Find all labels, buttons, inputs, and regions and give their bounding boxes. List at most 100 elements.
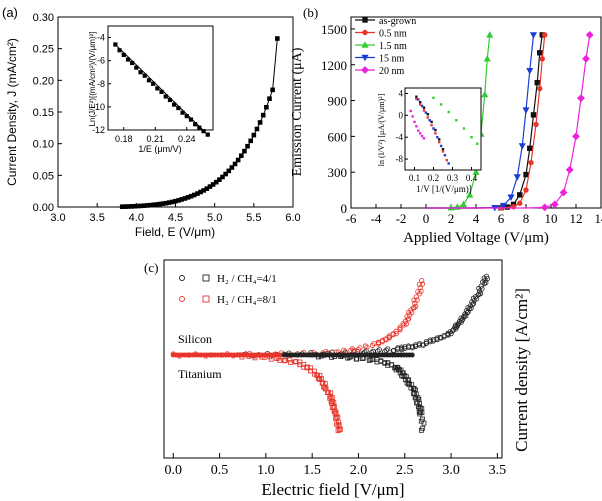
panel-a-inset-point: [205, 132, 210, 137]
panel-b-inset-point: [447, 162, 450, 165]
panel-a-inset-point: [138, 70, 143, 75]
panel-c-point: [385, 346, 391, 352]
panel-c-point: [413, 294, 419, 300]
panel-b-inset-point: [420, 134, 424, 138]
panel-b-xtick-label: 12: [570, 211, 583, 226]
panel-b-legend-marker: [361, 54, 369, 62]
panel-b-inset-point: [417, 129, 420, 132]
panel-b-xtick-label: 0: [423, 211, 430, 226]
panel-c-point: [427, 337, 433, 343]
panel-a-inset-points: [113, 42, 210, 137]
panel-c-point: [397, 324, 403, 330]
panel-b-point: [585, 30, 594, 39]
panel-a-inset-point: [180, 110, 185, 115]
panel-a-ytick-label: 0.25: [33, 44, 54, 56]
panel-b-xtick-label: -2: [396, 211, 407, 226]
panel-c-legend-circle: [179, 296, 185, 302]
panel-c-ylabel: Current density [A/cm²]: [512, 288, 531, 452]
panel-c-point: [362, 343, 369, 349]
panel-a-inset-xtick-label: 0.21: [146, 134, 164, 144]
panel-c-point: [357, 345, 363, 351]
panel-a-point: [213, 179, 219, 185]
panel-b-inset-point: [443, 154, 447, 157]
panel-b-inset-point: [462, 127, 466, 130]
panel-b-point: [486, 31, 494, 38]
panel-a-point: [260, 112, 266, 118]
panel-a-inset-point: [134, 65, 139, 70]
panel-a-inset-xtick-label: 0.18: [115, 134, 133, 144]
panel-c-point: [332, 410, 338, 416]
panel-c-point: [335, 428, 341, 434]
panel-b-inset-xtick-label: 0.2: [428, 173, 439, 183]
panel-b-legend-label: 1.5 nm: [379, 41, 407, 52]
panel-c-point: [349, 346, 355, 352]
panel-b-legend-marker: [362, 17, 368, 23]
panel-b-point: [523, 187, 529, 193]
panel-a-point: [245, 143, 250, 149]
panel-c-point: [419, 281, 426, 287]
panel-c-point: [336, 422, 342, 428]
panel-b-ytick-label: 600: [328, 129, 348, 144]
panel-a-ytick-label: 0.05: [33, 170, 54, 182]
panel-c-point: [393, 330, 399, 337]
panel-a-inset-xlabel: 1/E (μm/V): [138, 144, 181, 154]
panel-c-point: [416, 281, 422, 287]
panel-c-label: (c): [144, 260, 158, 275]
panel-b-inset-point: [439, 144, 443, 148]
panel-c-point: [382, 360, 388, 366]
panel-b-inset-ticks: 0.1 0.2 0.3 0.4 4 0 -4 -8: [396, 88, 478, 183]
panel-b-inset-point: [415, 97, 418, 101]
panel-b-inset-point: [470, 136, 473, 139]
panel-b-inset-point: [415, 125, 418, 128]
panel-b-inset-point: [426, 113, 429, 116]
panel-b-inset-point: [419, 103, 422, 106]
panel-c-point: [305, 364, 310, 370]
panel-a-point: [251, 132, 257, 138]
panel-a-inset-point: [151, 81, 156, 86]
panel-c-legend-square: [202, 295, 210, 303]
panel-c-point: [282, 357, 288, 363]
panel-c-point: [415, 288, 421, 295]
panel-a-inset-point: [193, 122, 198, 127]
panel-b-inset-point: [430, 123, 433, 127]
panel-c-point: [376, 347, 382, 353]
panel-c-point: [413, 303, 419, 309]
panel-c-point: [414, 297, 420, 303]
panel-a-inset-point: [184, 114, 189, 119]
panel-b-point: [559, 188, 568, 197]
panel-b-point: [540, 203, 549, 212]
panel-b-inset-point: [415, 95, 418, 98]
panel-c-point: [336, 427, 342, 433]
panel-b-inset-point: [447, 110, 450, 114]
panel-b-point: [542, 32, 548, 38]
panel-c-point: [421, 420, 427, 426]
panel-c-legend-square: [202, 274, 210, 282]
panel-b-inset-point: [432, 127, 435, 130]
panel-b-point: [517, 200, 523, 206]
panel-c-point: [297, 362, 303, 368]
panel-c-point: [287, 357, 293, 363]
panel-a-ytick-label: 0.30: [33, 12, 54, 24]
panel-b-point: [472, 168, 480, 175]
panel-b-inset-point: [434, 132, 437, 135]
panel-b-xtick-label: -6: [346, 211, 357, 226]
panel-c-point: [409, 310, 415, 316]
panel-c-point: [334, 421, 339, 427]
panel-c-point: [333, 416, 338, 421]
panel-c-point: [297, 359, 303, 365]
panel-a-point: [254, 126, 260, 132]
panel-b-legend-label: 20 nm: [379, 66, 405, 77]
panel-c-legend: H₂ / CH₄=4/1 H₂ / CH₄=8/1: [179, 273, 277, 306]
panel-b-xtick-label: 6: [498, 211, 505, 226]
panel-b-inset-ytick-label: 0: [399, 110, 404, 120]
panel-b-ytick-label: 300: [328, 165, 348, 180]
panel-b-inset-point: [438, 140, 441, 144]
panel-a-xtick-label: 3.5: [90, 212, 105, 224]
panel-c-xtick-label: 0.5: [211, 463, 229, 478]
panel-c-points: [170, 273, 490, 434]
panel-c-point: [281, 358, 287, 364]
panel-b-point: [527, 145, 533, 152]
panel-c-xlabel: Electric field [V/μm]: [261, 480, 404, 499]
panel-c-point: [390, 332, 396, 338]
panel-a-inset-point: [163, 94, 168, 99]
